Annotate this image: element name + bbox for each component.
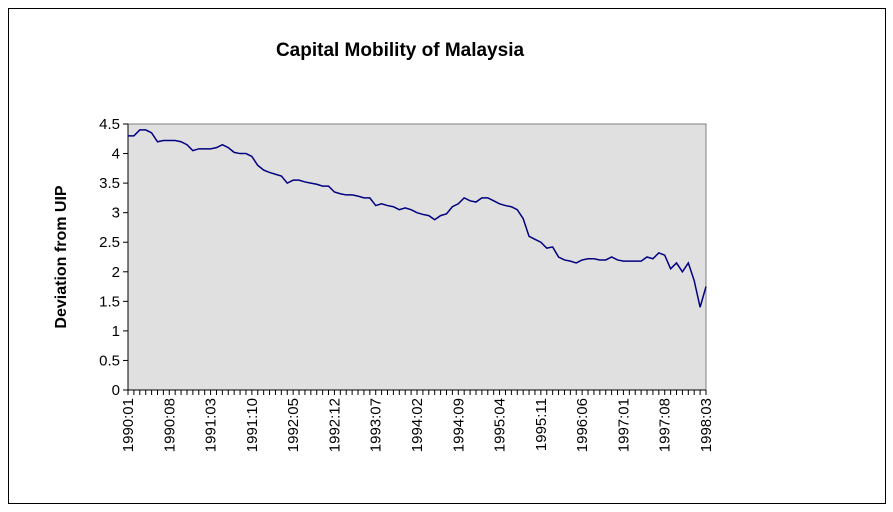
- y-tick-label: 1: [112, 323, 120, 340]
- y-tick-label: 1.5: [99, 293, 120, 310]
- x-tick-label: 1992:05: [285, 398, 302, 452]
- x-tick-label: 1990:01: [120, 398, 137, 452]
- x-tick-label: 1995:04: [492, 398, 509, 452]
- y-tick-label: 4.5: [99, 116, 120, 133]
- x-tick-label: 1998:03: [698, 398, 715, 452]
- y-tick-label: 0.5: [99, 352, 120, 369]
- x-tick-label: 1994:09: [450, 398, 467, 452]
- y-tick-label: 2.5: [99, 234, 120, 251]
- y-tick-label: 4: [112, 146, 120, 163]
- x-tick-label: 1995:11: [533, 398, 550, 451]
- x-tick-label: 1991:10: [244, 398, 261, 452]
- x-tick-label: 1992:12: [326, 398, 343, 452]
- y-axis-label: Deviation from UIP: [53, 185, 70, 328]
- chart-title: Capital Mobility of Malaysia: [276, 40, 525, 61]
- x-tick-label: 1997:08: [657, 398, 674, 452]
- data-line: [128, 129, 707, 308]
- x-tick-label: 1990:08: [161, 398, 178, 452]
- y-tick-label: 3: [112, 205, 120, 222]
- y-tick-label: 0: [112, 382, 120, 399]
- x-tick-label: 1997:01: [615, 398, 632, 452]
- x-tick-label: 1991:03: [203, 398, 220, 452]
- plot-area: [127, 123, 707, 391]
- y-tick-label: 2: [112, 264, 120, 281]
- x-tick-label: 1993:07: [368, 398, 385, 452]
- x-tick-label: 1994:02: [409, 398, 426, 452]
- y-tick-label: 3.5: [99, 175, 120, 192]
- x-tick-label: 1996:06: [574, 398, 591, 452]
